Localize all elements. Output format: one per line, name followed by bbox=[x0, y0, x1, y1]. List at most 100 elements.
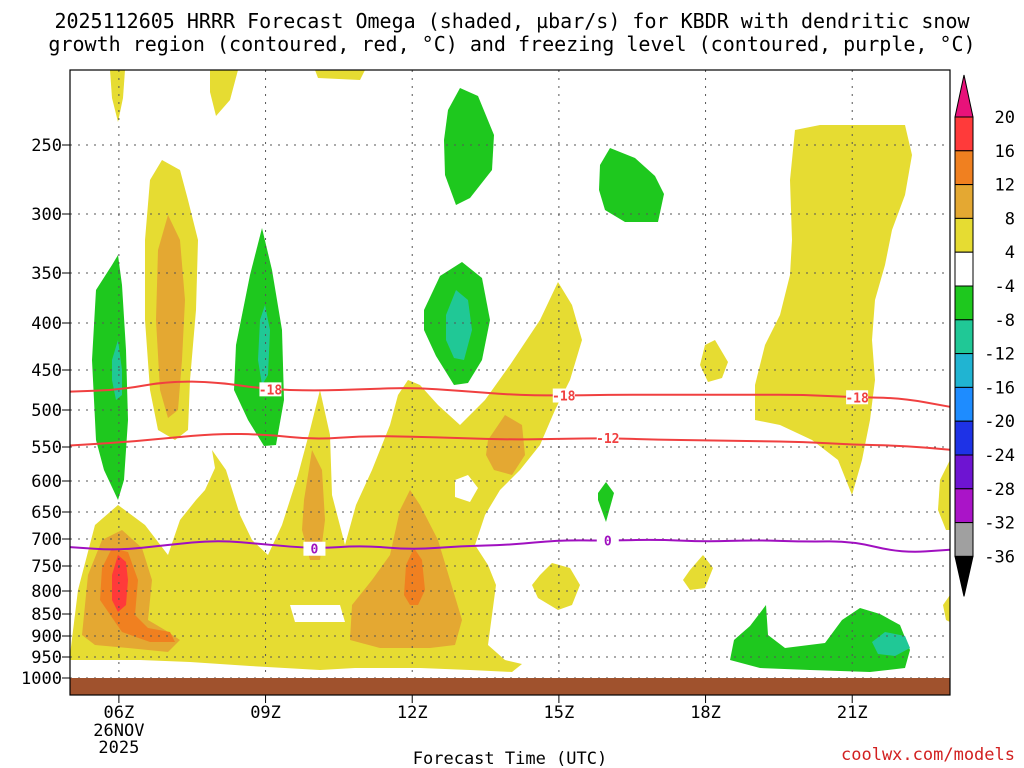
omega-neg-dot-16z bbox=[598, 482, 614, 522]
colorbar-label--12: -12 bbox=[984, 345, 1015, 365]
y-tick-label-400: 400 bbox=[31, 314, 62, 334]
colorbar-cap-bottom bbox=[954, 555, 974, 597]
colorbar-label--24: -24 bbox=[984, 446, 1015, 466]
omega-neg-8-9z bbox=[258, 305, 270, 385]
contour-label--12: -12 bbox=[596, 432, 619, 447]
contour-line--18 bbox=[69, 380, 951, 408]
colorbar-swatch-10 bbox=[954, 420, 974, 456]
omega-near-zero-gap bbox=[290, 605, 345, 622]
y-tick-label-550: 550 bbox=[31, 438, 62, 458]
omega-pos-8-plume-7z bbox=[156, 215, 185, 418]
omega-neg-blob-16z-top bbox=[599, 148, 664, 222]
omega-neg-8-13z bbox=[446, 290, 472, 360]
omega-pos-right-edge-low bbox=[943, 595, 950, 622]
colorbar-swatch-5 bbox=[954, 251, 974, 287]
contour-label-bg-0 bbox=[303, 541, 326, 556]
colorbar-cap-top bbox=[954, 74, 974, 118]
colorbar-swatch-3 bbox=[954, 184, 974, 219]
colorbar-swatch-9 bbox=[954, 386, 974, 422]
contour-label--18: -18 bbox=[259, 383, 283, 398]
y-tick-label-250: 250 bbox=[31, 136, 62, 156]
colorbar-swatch-12 bbox=[954, 488, 974, 524]
omega-pos-plume-21z-upper bbox=[755, 125, 912, 495]
contour-lines: -18 -18 -18 -12 0 0 bbox=[69, 380, 951, 558]
colorbar-swatch-6 bbox=[954, 285, 974, 321]
x-tick-label-21Z: 21Z bbox=[837, 703, 868, 723]
y-tick-label-900: 900 bbox=[31, 627, 62, 647]
x-tick-label-09Z: 09Z bbox=[250, 703, 281, 723]
omega-pos-lower-band bbox=[70, 282, 582, 672]
colorbar-label-4: 4 bbox=[1005, 243, 1015, 263]
colorbar-label--8: -8 bbox=[995, 311, 1015, 331]
y-tick-label-650: 650 bbox=[31, 503, 62, 523]
omega-pos-region-top-left bbox=[110, 70, 125, 122]
omega-near-zero-hole bbox=[455, 475, 478, 502]
colorbar-swatch-13 bbox=[954, 522, 974, 557]
contour-label-bg--18 bbox=[259, 382, 282, 397]
omega-pos-region-top-mid bbox=[210, 70, 238, 116]
contour-label-bg--18 bbox=[846, 390, 869, 405]
omega-colorbar: 20 16 12 8 4 -4 -8 -12 -16 -20 -24 -28 -32 -36 bbox=[954, 74, 1015, 597]
y-tick-label-350: 350 bbox=[31, 264, 62, 284]
contour-label-bg--12 bbox=[596, 431, 619, 446]
colorbar-label-16: 16 bbox=[995, 142, 1015, 162]
omega-neg-8-6z bbox=[112, 340, 122, 400]
omega-pos-8-14z bbox=[486, 415, 525, 475]
omega-pos-blob-15z bbox=[532, 563, 580, 610]
colorbar-swatch-4 bbox=[954, 217, 974, 253]
omega-neg-8-22z bbox=[872, 632, 910, 656]
y-tick-label-1000: 1000 bbox=[21, 669, 62, 689]
chart-title-line-1: 2025112605 HRRR Forecast Omega (shaded, … bbox=[54, 9, 970, 33]
y-tick-label-800: 800 bbox=[31, 582, 62, 602]
watermark: coolwx.com/models bbox=[841, 745, 1015, 765]
colorbar-swatch-1 bbox=[954, 116, 974, 152]
y-tick-label-600: 600 bbox=[31, 472, 62, 492]
y-tick-label-450: 450 bbox=[31, 361, 62, 381]
y-tick-label-300: 300 bbox=[31, 205, 62, 225]
y-tick-label-850: 850 bbox=[31, 605, 62, 625]
colorbar-label-20: 20 bbox=[995, 108, 1015, 128]
contour-label--18: -18 bbox=[552, 390, 576, 405]
x-tick-label-15Z: 15Z bbox=[544, 703, 575, 723]
contour-label-0: 0 bbox=[604, 535, 612, 550]
x-tick-label-18Z: 18Z bbox=[690, 703, 721, 723]
x-tick-sublabel-2025: 2025 bbox=[98, 738, 139, 758]
colorbar-label--36: -36 bbox=[984, 547, 1015, 567]
y-axis: 2503003504004505005506006507007508008509… bbox=[21, 136, 70, 689]
colorbar-label--28: -28 bbox=[984, 480, 1015, 500]
y-tick-label-750: 750 bbox=[31, 557, 62, 577]
omega-pos-right-edge bbox=[938, 460, 950, 530]
omega-pos-region-top-strip bbox=[315, 70, 365, 80]
omega-pos-blob-18z bbox=[683, 555, 713, 590]
omega-neg-blob-13z-top bbox=[444, 88, 494, 205]
colorbar-label--32: -32 bbox=[984, 514, 1015, 534]
omega-pos-12-12z bbox=[404, 548, 425, 605]
chart-title-line-2: growth region (contoured, red, °C) and f… bbox=[48, 32, 975, 56]
colorbar-label--16: -16 bbox=[984, 378, 1015, 398]
omega-neg-lower-right bbox=[730, 605, 910, 672]
colorbar-label--20: -20 bbox=[984, 412, 1015, 432]
contour-label-bg-0 bbox=[596, 533, 619, 548]
omega-pos-16-max bbox=[112, 555, 128, 612]
y-tick-label-500: 500 bbox=[31, 401, 62, 421]
contour-label--18: -18 bbox=[845, 391, 869, 406]
contour-line-0 bbox=[69, 538, 951, 553]
ground-surface bbox=[70, 678, 950, 695]
colorbar-swatch-2 bbox=[954, 150, 974, 186]
contour-label-bg--18 bbox=[552, 388, 575, 403]
x-tick-label-12Z: 12Z bbox=[397, 703, 428, 723]
contour-line--12 bbox=[69, 432, 951, 451]
colorbar-swatch-8 bbox=[954, 353, 974, 388]
y-tick-label-700: 700 bbox=[31, 530, 62, 550]
omega-pos-plume-1630z bbox=[700, 340, 728, 382]
contour-label-0: 0 bbox=[311, 543, 319, 558]
x-tick-label-06Z: 06Z bbox=[104, 703, 135, 723]
x-axis-label: Forecast Time (UTC) bbox=[413, 749, 607, 768]
colorbar-label-8: 8 bbox=[1005, 209, 1015, 229]
colorbar-label-12: 12 bbox=[995, 176, 1015, 196]
colorbar-swatch-11 bbox=[954, 454, 974, 490]
y-tick-label-950: 950 bbox=[31, 648, 62, 668]
omega-shading bbox=[70, 70, 950, 672]
colorbar-swatch-7 bbox=[954, 319, 974, 355]
